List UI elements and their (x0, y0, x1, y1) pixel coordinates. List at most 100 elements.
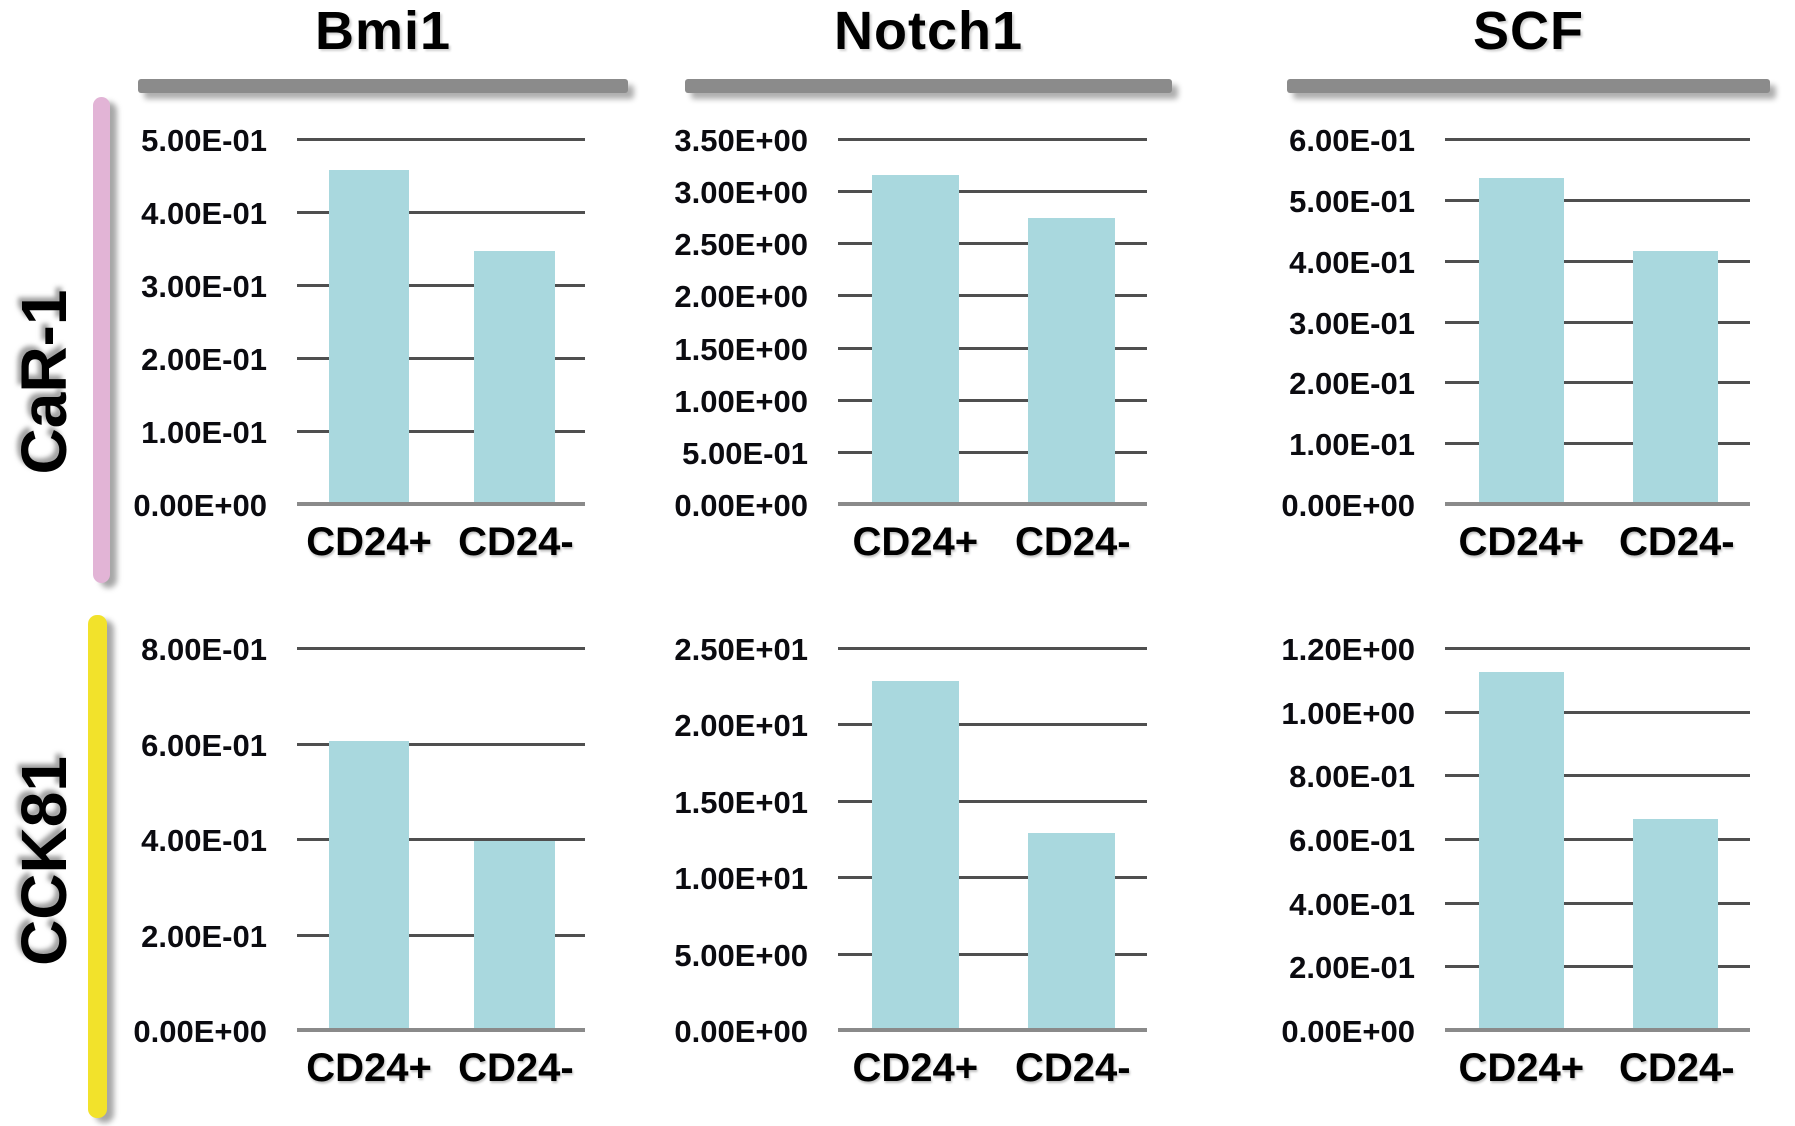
y-tick-label: 3.50E+00 (674, 123, 808, 158)
bar-cd24-minusplus (328, 170, 410, 506)
y-tick-label: 8.00E-01 (1289, 759, 1415, 795)
y-tick-label: 2.00E-01 (1289, 950, 1415, 986)
bar-cd24-minusplus (871, 680, 959, 1032)
row-accent-bar-cck81 (88, 615, 107, 1118)
bar-cd24-minusplus (1478, 177, 1564, 506)
gridline (1445, 838, 1750, 841)
gridline (297, 838, 585, 841)
y-tick-label: 0.00E+00 (133, 1014, 267, 1049)
x-category-label: CD24- (1015, 520, 1131, 564)
gridline (297, 742, 585, 746)
column-header-bar-notch1 (685, 79, 1172, 93)
y-tick-label: 2.00E+00 (674, 279, 808, 315)
y-tick-label: 2.00E+01 (674, 708, 808, 744)
y-tick-label: 3.00E-01 (141, 269, 267, 304)
gridline (838, 190, 1147, 194)
x-axis-labels: CD24+ CD24- (1445, 520, 1750, 568)
x-axis-labels: CD24+ CD24- (838, 1046, 1147, 1094)
y-tick-label: 2.00E-01 (141, 918, 267, 954)
bar-cd24-minusplus (328, 740, 410, 1032)
gridline (1445, 774, 1750, 778)
gridline (297, 284, 585, 287)
bar-cd24-minus (1632, 818, 1718, 1032)
gridline (838, 876, 1147, 880)
gridline (1445, 965, 1750, 969)
gridline (297, 211, 585, 214)
column-title-scf: SCF (1473, 1, 1584, 61)
column-header-bar-scf (1287, 79, 1770, 93)
y-tick-label: 2.50E+01 (674, 632, 808, 667)
y-tick-label: 4.00E-01 (141, 196, 267, 231)
gridline (1445, 198, 1750, 202)
y-tick-label: 6.00E-01 (141, 727, 267, 763)
column-title-bmi1: Bmi1 (314, 1, 452, 61)
y-tick-label: 2.50E+00 (674, 227, 808, 263)
y-tick-label: 4.00E-01 (1289, 886, 1415, 922)
gridline (1445, 442, 1750, 446)
chart-cck81-notch1: 2.50E+01 2.00E+01 1.50E+01 1.00E+01 5.00E+00… (674, 632, 1147, 1090)
bar-cd24-minus (474, 250, 555, 506)
row-label-cck81: CCK81 (8, 756, 80, 966)
gridline (1445, 381, 1750, 385)
gridline (297, 138, 585, 141)
bar-cd24-minusplus (871, 175, 959, 506)
gridline (838, 138, 1147, 141)
row-label-car1: CaR-1 (8, 289, 80, 475)
column-header-bar-bmi1 (138, 79, 628, 93)
bar-cd24-minusplus (1478, 672, 1564, 1032)
y-tick-label: 3.00E-01 (1289, 305, 1415, 341)
gridline (1445, 901, 1750, 905)
x-category-label: CD24- (458, 520, 574, 564)
x-axis-labels: CD24+ CD24- (838, 520, 1147, 568)
x-category-label: CD24+ (306, 1046, 432, 1090)
bar-cd24-minus (1028, 218, 1115, 506)
x-axis-labels: CD24+ CD24- (297, 1046, 585, 1094)
x-axis-labels: CD24+ CD24- (1445, 1046, 1750, 1094)
chart-car1-notch1: 3.50E+00 3.00E+00 2.50E+00 2.00E+00 1.50E+00… (674, 123, 1147, 564)
y-tick-label: 1.20E+00 (1281, 632, 1415, 667)
x-category-label: CD24+ (306, 520, 432, 564)
y-tick-label: 5.00E-01 (682, 435, 808, 471)
y-tick-label: 1.00E+01 (674, 861, 808, 897)
y-tick-label: 0.00E+00 (1281, 488, 1415, 523)
y-tick-label: 5.00E-01 (1289, 183, 1415, 219)
x-axis-baseline (297, 502, 585, 506)
gridline (297, 933, 585, 937)
y-tick-label: 6.00E-01 (1289, 123, 1415, 158)
y-tick-label: 0.00E+00 (133, 488, 267, 523)
gridline (1445, 138, 1750, 141)
gridline (1445, 320, 1750, 324)
gridline (838, 346, 1147, 350)
y-tick-label: 3.00E+00 (674, 175, 808, 211)
row-accent-bar-car1 (93, 97, 110, 583)
chart-car1-scf: 6.00E-01 5.00E-01 4.00E-01 3.00E-01 2.00E-01… (1281, 123, 1750, 564)
y-tick-label: 8.00E-01 (141, 632, 267, 667)
gridline (838, 723, 1147, 727)
column-title-notch1: Notch1 (833, 1, 1023, 61)
gridline (838, 799, 1147, 803)
y-tick-label: 6.00E-01 (1289, 823, 1415, 858)
gridline (838, 294, 1147, 298)
y-tick-label: 1.50E+00 (674, 331, 808, 367)
x-category-label: CD24+ (852, 520, 979, 564)
x-axis-labels: CD24+ CD24- (297, 520, 585, 568)
y-tick-label: 0.00E+00 (674, 488, 808, 523)
y-tick-label: 4.00E-01 (1289, 244, 1415, 280)
x-category-label: CD24+ (852, 1046, 979, 1090)
y-tick-label: 0.00E+00 (1281, 1014, 1415, 1049)
y-tick-label: 1.00E-01 (141, 415, 267, 450)
x-axis-baseline (1445, 502, 1750, 506)
x-axis-baseline (838, 1028, 1147, 1032)
chart-car1-bmi1: 5.00E-01 4.00E-01 3.00E-01 2.00E-01 1.00E-01… (133, 123, 585, 564)
gridline (297, 647, 585, 650)
chart-cck81-bmi1: 8.00E-01 6.00E-01 4.00E-01 2.00E-01 0.00E+00… (133, 632, 585, 1090)
gridline (838, 647, 1147, 650)
bar-cd24-minus (1028, 833, 1115, 1032)
x-axis-baseline (297, 1028, 585, 1032)
y-tick-label: 0.00E+00 (674, 1014, 808, 1049)
x-category-label: CD24- (1619, 1046, 1735, 1090)
x-axis-baseline (1445, 1028, 1750, 1032)
gridline (838, 450, 1147, 454)
y-tick-label: 2.00E-01 (141, 342, 267, 377)
